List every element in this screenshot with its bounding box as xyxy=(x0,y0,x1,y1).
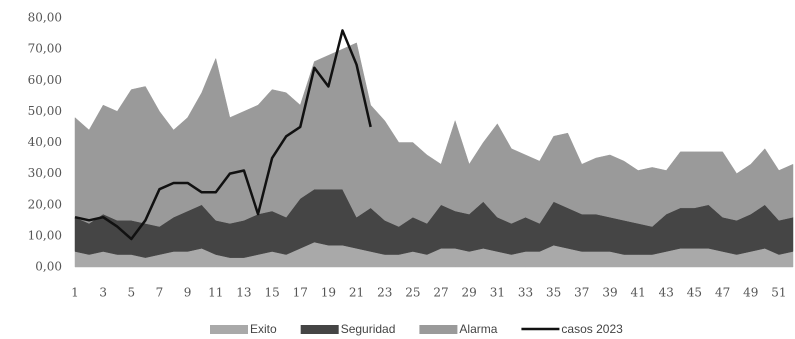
x-tick-label: 5 xyxy=(127,286,135,300)
y-tick-label: 60,00 xyxy=(28,73,62,87)
area xyxy=(74,42,794,227)
x-tick-label: 3 xyxy=(99,286,107,300)
legend-label: Seguridad xyxy=(341,322,396,336)
legend-label: casos 2023 xyxy=(561,322,623,336)
x-tick-label: 37 xyxy=(574,286,589,300)
x-tick-label: 35 xyxy=(546,286,561,300)
x-tick-label: 13 xyxy=(236,286,251,300)
legend-swatch xyxy=(210,325,248,334)
legend-label: Exito xyxy=(250,322,277,336)
x-tick-label: 41 xyxy=(630,286,645,300)
x-tick-label: 31 xyxy=(490,286,505,300)
x-tick-label: 51 xyxy=(771,286,786,300)
x-tick-label: 19 xyxy=(321,286,336,300)
x-tick-label: 27 xyxy=(433,286,448,300)
y-tick-label: 20,00 xyxy=(28,197,62,211)
x-tick-label: 25 xyxy=(405,286,420,300)
legend-label: Alarma xyxy=(459,322,497,336)
legend-swatch xyxy=(300,325,339,334)
x-tick-label: 29 xyxy=(462,286,477,300)
y-tick-label: 80,00 xyxy=(28,11,62,25)
legend-swatch xyxy=(419,325,458,334)
x-tick-label: 33 xyxy=(518,286,533,300)
x-tick-label: 9 xyxy=(184,286,192,300)
x-tick-label: 1 xyxy=(71,286,79,300)
y-tick-label: 40,00 xyxy=(28,135,62,149)
y-tick-label: 50,00 xyxy=(28,104,62,118)
y-tick-label: 30,00 xyxy=(28,166,62,180)
x-tick-label: 21 xyxy=(349,286,364,300)
y-tick-label: 0,00 xyxy=(35,260,62,274)
x-tick-label: 43 xyxy=(659,286,674,300)
x-tick-label: 39 xyxy=(602,286,617,300)
x-tick-label: 45 xyxy=(687,286,702,300)
x-tick-label: 17 xyxy=(293,286,308,300)
x-tick-label: 49 xyxy=(743,286,758,300)
y-tick-label: 70,00 xyxy=(28,42,62,56)
x-tick-label: 7 xyxy=(156,286,164,300)
x-tick-label: 23 xyxy=(377,286,392,300)
y-tick-label: 10,00 xyxy=(28,228,62,242)
line xyxy=(74,29,372,241)
x-tick-label: 11 xyxy=(208,286,223,300)
x-tick-label: 15 xyxy=(264,286,279,300)
legend: Exito Seguridad Alarma casos 2023 xyxy=(210,322,623,336)
x-tick-label: 47 xyxy=(715,286,730,300)
